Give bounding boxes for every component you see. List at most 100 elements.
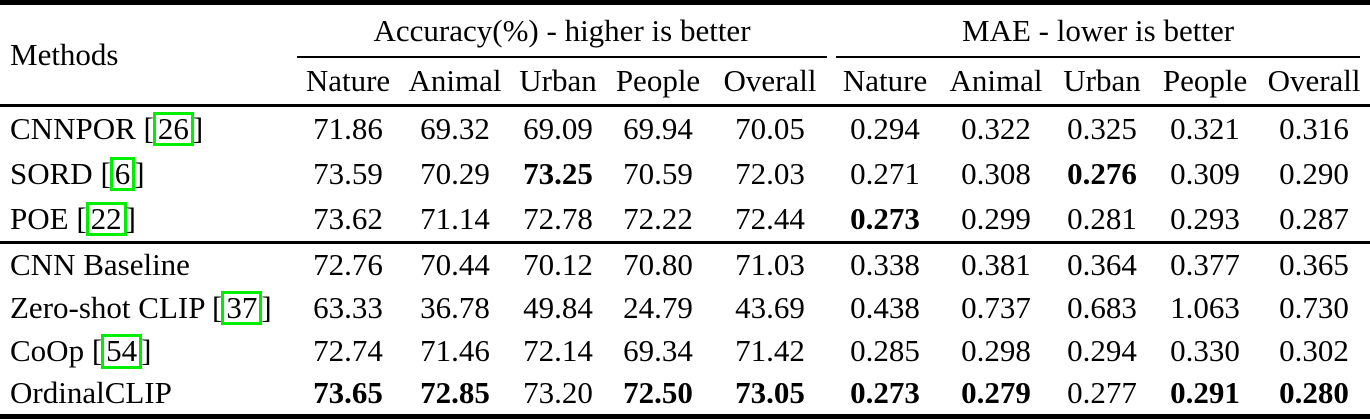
value-cell: 1.063 bbox=[1170, 289, 1240, 325]
value-cell: 0.287 bbox=[1258, 196, 1370, 244]
value-cell: 71.86 bbox=[313, 111, 383, 147]
value-cell-best: 72.50 bbox=[606, 372, 710, 419]
citation-number-box: 6 bbox=[109, 155, 136, 192]
citation-bracket-open: [ bbox=[143, 111, 154, 147]
citation-bracket-open: [ bbox=[212, 289, 223, 325]
value-cell: 73.62 bbox=[296, 196, 400, 244]
value-cell: 72.03 bbox=[735, 155, 805, 191]
citation-bracket-close: ] bbox=[261, 289, 272, 325]
value-cell: 69.09 bbox=[523, 111, 593, 147]
method-label: OrdinalCLIP bbox=[10, 375, 172, 411]
method-label: POE bbox=[10, 200, 69, 236]
value-cell: 0.438 bbox=[850, 289, 920, 325]
method-name: CNNPOR [26] bbox=[0, 106, 296, 152]
value-cell-best: 0.273 bbox=[830, 196, 941, 244]
value-cell: 0.737 bbox=[961, 289, 1031, 325]
col-header-mae-people: People bbox=[1152, 57, 1259, 107]
col-header-mae-animal: Animal bbox=[940, 57, 1053, 107]
method-name: CoOp [54] bbox=[0, 329, 296, 373]
value-cell-best: 73.05 bbox=[710, 372, 831, 419]
method-label: CNNPOR bbox=[10, 111, 136, 147]
method-label: CoOp bbox=[10, 333, 85, 369]
value-cell-best: 0.276 bbox=[1067, 155, 1137, 191]
table-row-cnn-baseline: CNN Baseline 72.76 70.44 70.12 70.80 71.… bbox=[0, 242, 1370, 286]
col-header-acc-people: People bbox=[606, 57, 710, 107]
citation-number: 22 bbox=[90, 200, 122, 236]
value-cell: 70.80 bbox=[623, 246, 693, 282]
method-label: CNN Baseline bbox=[10, 246, 190, 282]
col-header-mae-nature: Nature bbox=[830, 57, 941, 107]
value-cell: 0.338 bbox=[850, 246, 920, 282]
method-label: Zero-shot CLIP bbox=[10, 289, 205, 325]
value-cell: 0.302 bbox=[1279, 333, 1349, 369]
value-cell: 0.285 bbox=[850, 333, 920, 369]
value-cell: 71.03 bbox=[735, 246, 805, 282]
citation-number: 54 bbox=[106, 333, 138, 369]
citation-bracket-close: ] bbox=[134, 155, 145, 191]
value-cell: 0.364 bbox=[1067, 246, 1137, 282]
col-header-mae-overall: Overall bbox=[1258, 57, 1370, 107]
citation-link[interactable]: [22] bbox=[76, 200, 136, 237]
value-cell: 71.46 bbox=[420, 333, 490, 369]
citation-link[interactable]: [26] bbox=[143, 111, 204, 147]
value-cell: 0.298 bbox=[961, 333, 1031, 369]
citation-number-box: 37 bbox=[221, 289, 263, 326]
citation-number: 6 bbox=[114, 155, 131, 191]
value-cell: 70.05 bbox=[735, 111, 805, 147]
col-header-acc-animal: Animal bbox=[400, 57, 510, 107]
value-cell: 0.330 bbox=[1170, 333, 1240, 369]
accuracy-group-label: Accuracy(%) - higher is better bbox=[373, 12, 751, 48]
table-row-coop: CoOp [54] 72.74 71.46 72.14 69.34 71.42 … bbox=[0, 329, 1370, 373]
accuracy-group-rule: Accuracy(%) - higher is better bbox=[297, 9, 828, 58]
value-cell: 70.12 bbox=[523, 246, 593, 282]
method-name: Zero-shot CLIP [37] bbox=[0, 286, 296, 330]
value-cell: 0.294 bbox=[850, 111, 920, 147]
mae-group-header: MAE - lower is better bbox=[830, 3, 1370, 58]
value-cell: 0.377 bbox=[1170, 246, 1240, 282]
citation-number-box: 26 bbox=[152, 112, 194, 147]
mae-group-label: MAE - lower is better bbox=[962, 12, 1235, 48]
value-cell-best: 72.85 bbox=[400, 372, 510, 419]
value-cell: 36.78 bbox=[420, 289, 490, 325]
table-header: Methods Accuracy(%) - higher is better M… bbox=[0, 2, 1370, 107]
value-cell: 0.321 bbox=[1170, 111, 1240, 147]
value-cell-best: 0.280 bbox=[1258, 372, 1370, 419]
citation-link[interactable]: [54] bbox=[92, 333, 152, 369]
value-cell-best: 0.273 bbox=[830, 372, 941, 419]
citation-bracket-open: [ bbox=[100, 155, 111, 191]
value-cell: 69.94 bbox=[623, 111, 693, 147]
citation-bracket-open: [ bbox=[76, 200, 87, 236]
citation-bracket-close: ] bbox=[125, 200, 136, 236]
mae-group-rule: MAE - lower is better bbox=[836, 9, 1361, 58]
methods-header-label: Methods bbox=[10, 36, 119, 72]
value-cell-best: 73.65 bbox=[296, 372, 400, 419]
value-cell: 49.84 bbox=[523, 289, 593, 325]
citation-bracket-close: ] bbox=[141, 333, 152, 369]
value-cell-best: 0.291 bbox=[1152, 372, 1259, 419]
value-cell: 72.44 bbox=[710, 196, 831, 244]
value-cell-best: 0.279 bbox=[940, 372, 1053, 419]
citation-bracket-close: ] bbox=[192, 111, 204, 147]
table-row-ordinalclip: OrdinalCLIP 73.65 72.85 73.20 72.50 73.0… bbox=[0, 372, 1370, 419]
value-cell: 70.59 bbox=[623, 155, 693, 191]
value-cell: 0.730 bbox=[1279, 289, 1349, 325]
value-cell: 71.14 bbox=[400, 196, 510, 244]
citation-link[interactable]: [37] bbox=[212, 289, 272, 326]
table-row-poe: POE [22] 73.62 71.14 72.78 72.22 72.44 0… bbox=[0, 196, 1370, 244]
citation-number-box: 22 bbox=[85, 200, 127, 237]
value-cell: 72.22 bbox=[606, 196, 710, 244]
value-cell: 0.325 bbox=[1067, 111, 1137, 147]
value-cell: 0.308 bbox=[961, 155, 1031, 191]
methods-column-header: Methods bbox=[0, 2, 296, 107]
value-cell: 72.74 bbox=[313, 333, 383, 369]
table-row-sord: SORD [6] 73.59 70.29 73.25 70.59 72.03 0… bbox=[0, 151, 1370, 197]
citation-link[interactable]: [6] bbox=[100, 155, 145, 192]
baseline-methods-group: CNNPOR [26] 71.86 69.32 69.09 69.94 70.0… bbox=[0, 106, 1370, 244]
value-cell: 0.290 bbox=[1279, 155, 1349, 191]
citation-number: 37 bbox=[226, 289, 258, 325]
value-cell: 0.365 bbox=[1279, 246, 1349, 282]
value-cell: 0.381 bbox=[961, 246, 1031, 282]
value-cell: 0.299 bbox=[940, 196, 1053, 244]
col-header-acc-nature: Nature bbox=[296, 57, 400, 107]
